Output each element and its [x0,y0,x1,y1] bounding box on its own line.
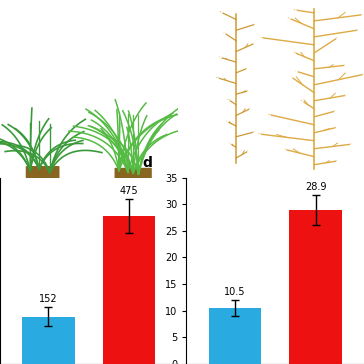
Bar [103,217,155,364]
Text: 10.5: 10.5 [224,288,246,297]
Text: d: d [142,156,152,170]
FancyBboxPatch shape [115,168,152,178]
Text: 475: 475 [120,186,138,196]
Text: a: a [5,9,15,23]
Bar [22,317,75,364]
Text: b: b [192,9,202,23]
Text: 日本晴: 日本晴 [228,192,244,201]
Text: 日本晴: 日本晴 [36,192,52,201]
Text: ST-12: ST-12 [302,192,327,201]
Text: ST-12: ST-12 [115,192,140,201]
Text: 28.9: 28.9 [305,182,326,193]
Bar [209,308,261,364]
Bar [289,210,342,364]
Text: 152: 152 [39,294,58,304]
FancyBboxPatch shape [26,166,59,178]
